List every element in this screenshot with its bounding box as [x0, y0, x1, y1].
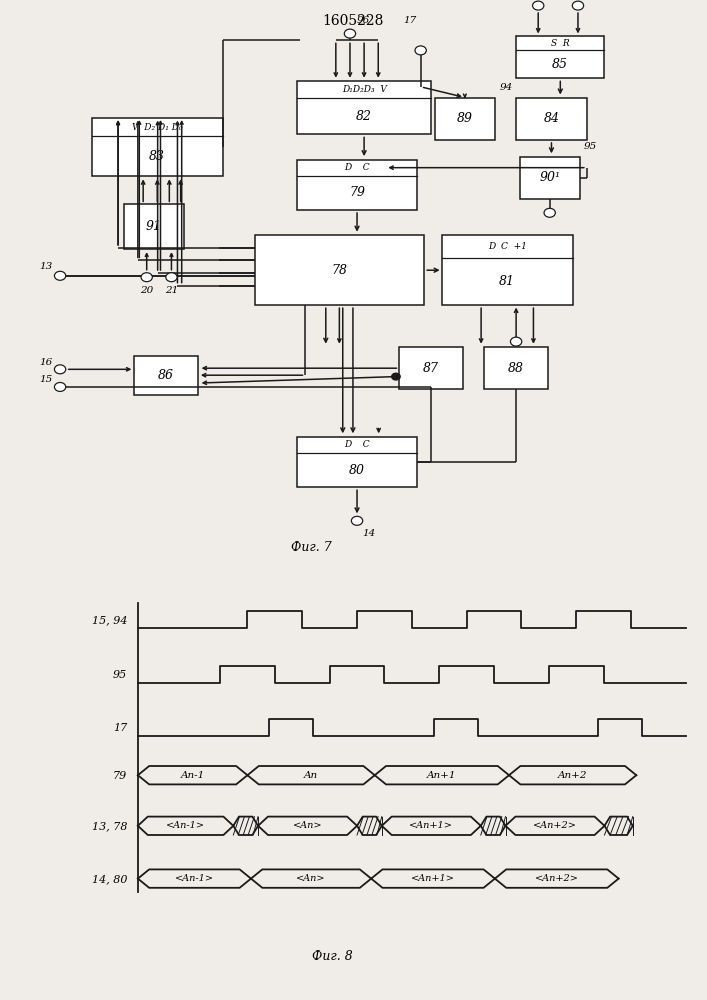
Text: 91: 91 — [146, 220, 162, 233]
Bar — [124, 204, 184, 249]
Text: D₁D₂D₃  V: D₁D₂D₃ V — [341, 85, 387, 94]
Text: Фиг. 7: Фиг. 7 — [291, 541, 332, 554]
Bar — [399, 347, 463, 389]
Text: <An+2>: <An+2> — [533, 821, 577, 830]
Circle shape — [351, 516, 363, 525]
Text: 90¹: 90¹ — [539, 171, 560, 184]
Bar — [442, 235, 573, 305]
Text: 84: 84 — [544, 112, 559, 125]
Circle shape — [544, 208, 556, 217]
Bar — [134, 356, 198, 395]
Circle shape — [165, 273, 177, 282]
Text: 14, 80: 14, 80 — [92, 874, 127, 884]
Circle shape — [141, 273, 153, 282]
Bar — [516, 98, 587, 140]
Text: An+1: An+1 — [427, 771, 457, 780]
Bar — [297, 81, 431, 134]
Text: 13: 13 — [40, 262, 53, 271]
Text: 21: 21 — [165, 286, 178, 295]
Text: An: An — [304, 771, 318, 780]
Text: 79: 79 — [349, 186, 365, 199]
Text: 79: 79 — [113, 771, 127, 781]
Circle shape — [532, 1, 544, 10]
Text: <An+1>: <An+1> — [411, 874, 455, 883]
Bar — [435, 98, 495, 140]
Text: <An>: <An> — [293, 821, 322, 830]
Text: <An>: <An> — [296, 874, 326, 883]
Text: 17: 17 — [113, 723, 127, 733]
Text: <An-1>: <An-1> — [175, 874, 214, 883]
Text: 80: 80 — [349, 464, 365, 477]
Text: 78: 78 — [332, 264, 347, 277]
Text: 86: 86 — [158, 369, 174, 382]
Circle shape — [344, 29, 356, 38]
Text: 95: 95 — [113, 670, 127, 680]
Text: 94: 94 — [499, 83, 513, 92]
Circle shape — [54, 382, 66, 391]
Circle shape — [573, 1, 583, 10]
Bar — [297, 437, 417, 487]
Bar — [92, 118, 223, 176]
Text: 20: 20 — [140, 286, 153, 295]
Bar — [520, 157, 580, 199]
Text: D  C  +1: D C +1 — [488, 242, 527, 251]
Text: 15: 15 — [40, 375, 53, 384]
Text: 13, 78: 13, 78 — [92, 822, 127, 832]
Circle shape — [54, 271, 66, 280]
Text: 95: 95 — [583, 142, 597, 151]
Text: S  R: S R — [551, 39, 570, 48]
Text: An+2: An+2 — [558, 771, 588, 780]
Text: 1605228: 1605228 — [323, 14, 384, 28]
Text: D    C: D C — [344, 163, 370, 172]
Text: Фиг. 8: Фиг. 8 — [312, 950, 353, 962]
Text: 88: 88 — [508, 362, 524, 375]
Circle shape — [54, 365, 66, 374]
Text: V  D₂ D₁ D₀: V D₂ D₁ D₀ — [132, 123, 182, 132]
Text: <An-1>: <An-1> — [166, 821, 205, 830]
Text: 96: 96 — [357, 16, 370, 25]
Bar — [255, 235, 424, 305]
Text: <An+1>: <An+1> — [409, 821, 453, 830]
Text: 83: 83 — [149, 150, 165, 163]
Text: 16: 16 — [40, 358, 53, 367]
Text: 85: 85 — [552, 58, 568, 71]
Text: 81: 81 — [499, 275, 515, 288]
Text: 82: 82 — [356, 110, 372, 123]
Bar — [297, 160, 417, 210]
Circle shape — [415, 46, 426, 55]
Text: 14: 14 — [363, 529, 376, 538]
Text: 15, 94: 15, 94 — [92, 615, 127, 625]
Circle shape — [392, 373, 400, 380]
Text: D    C: D C — [344, 440, 370, 449]
Bar — [484, 347, 548, 389]
Text: 17: 17 — [404, 16, 416, 25]
Text: An-1: An-1 — [180, 771, 205, 780]
Circle shape — [510, 337, 522, 346]
Text: 87: 87 — [423, 362, 439, 375]
Text: 89: 89 — [457, 112, 473, 125]
Bar — [516, 36, 604, 78]
Text: <An+2>: <An+2> — [534, 874, 579, 883]
